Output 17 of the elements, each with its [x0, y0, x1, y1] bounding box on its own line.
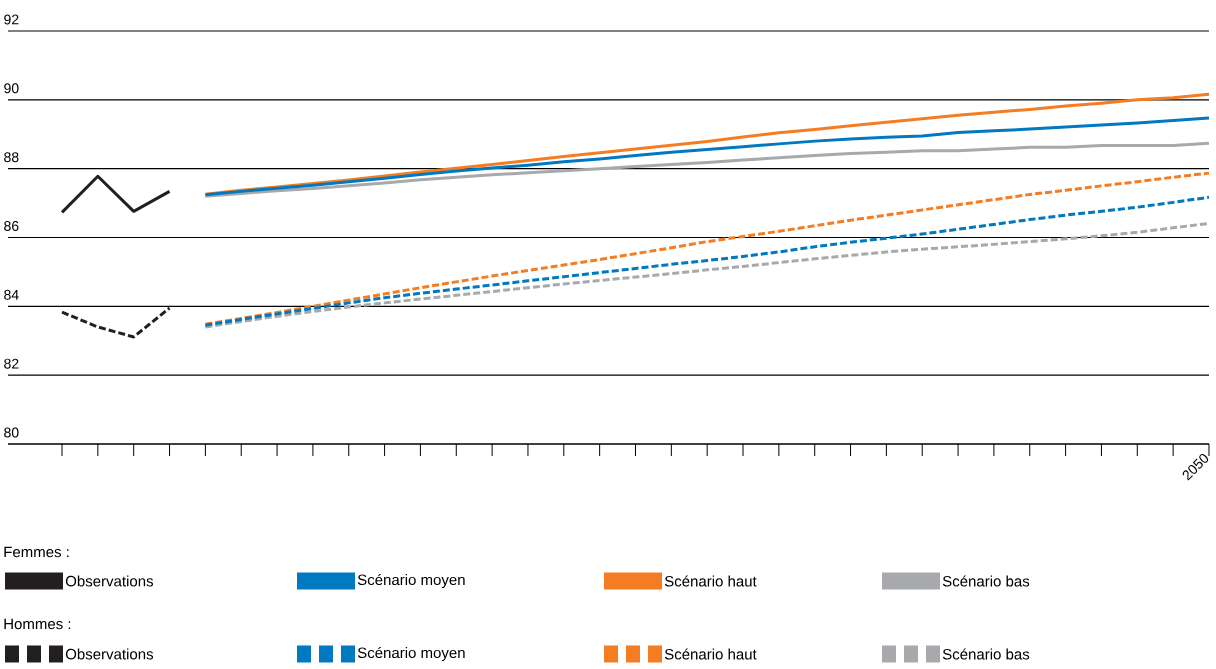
text: Hommes :: [4, 618, 71, 630]
y-tick-label: 88: [4, 152, 19, 163]
text: Femmes :: [4, 546, 69, 558]
legend-label: Scénario bas: [942, 575, 1030, 587]
legend-label: Scénario haut: [664, 648, 757, 660]
legend-label: Observations: [65, 575, 154, 587]
y-tick-label: 82: [4, 358, 19, 369]
y-tick-label: 80: [4, 427, 19, 438]
y-tick-label: 90: [4, 83, 19, 94]
legend-label: Scénario moyen: [357, 573, 465, 589]
legend-label: Scénario haut: [664, 575, 757, 587]
y-tick-label: 86: [4, 221, 19, 231]
legend-label: Observations: [65, 648, 154, 660]
y-tick-label: 92: [4, 14, 19, 25]
y-tick-label: 84: [4, 289, 19, 300]
legend-label: Scénario bas: [942, 648, 1030, 660]
legend-label: Scénario moyen: [357, 646, 465, 662]
